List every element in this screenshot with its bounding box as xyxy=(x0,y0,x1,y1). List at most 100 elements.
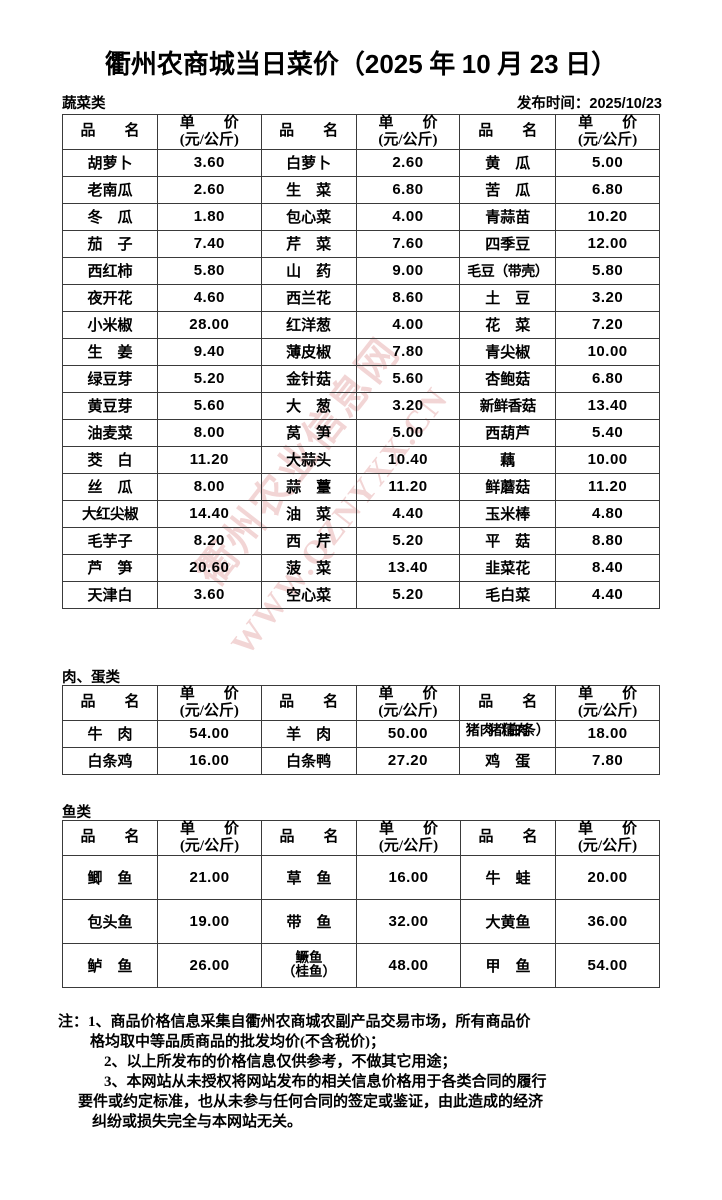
col-header-name-1: 品 名 xyxy=(62,114,158,150)
cell-product-name: 鲫 鱼 xyxy=(61,854,159,900)
col-header-price-2: 单 价 (元/公斤) xyxy=(355,685,461,721)
cell-unit-price: 8.00 xyxy=(156,418,262,447)
cell-product-name: 新鲜香菇 xyxy=(459,391,557,420)
cell-unit-price: 9.00 xyxy=(355,256,461,285)
cell-product-name: 牛 肉 xyxy=(62,719,158,748)
cell-unit-price: 8.60 xyxy=(355,283,461,312)
cell-unit-price: 36.00 xyxy=(555,898,660,944)
cell-unit-price: 28.00 xyxy=(156,310,262,339)
title-month-unit: 月 xyxy=(490,50,530,79)
col-header-price-1: 单 价 (元/公斤) xyxy=(157,820,262,856)
cell-unit-price: 9.40 xyxy=(156,337,262,366)
col-header-name-1: 品 名 xyxy=(61,820,159,856)
col-header-name-1: 品 名 xyxy=(62,685,158,721)
cell-unit-price: 5.20 xyxy=(355,580,461,609)
table-row: 大红尖椒 14.40 油 菜 4.40 玉米棒 4.80 xyxy=(62,499,660,528)
cell-product-name: 大 葱 xyxy=(260,391,357,420)
cell-product-name: 毛白菜 xyxy=(459,580,557,609)
cell-product-name: 油 菜 xyxy=(260,499,357,528)
table-row: 西红柿 5.80 山 药 9.00 毛豆（带壳） 5.80 xyxy=(62,256,660,285)
cell-product-name: 土 豆 xyxy=(459,283,557,312)
cell-product-name: 带 鱼 xyxy=(260,898,358,944)
cell-unit-price: 4.00 xyxy=(355,202,461,231)
cell-product-name: 菠 菜 xyxy=(260,553,357,582)
table-row: 夜开花 4.60 西兰花 8.60 土 豆 3.20 xyxy=(62,283,660,312)
cell-unit-price: 54.00 xyxy=(555,942,660,988)
table-row: 毛芋子 8.20 西 芹 5.20 平 菇 8.80 xyxy=(62,526,660,555)
cell-product-name: 生 菜 xyxy=(260,175,357,204)
table-meat-eggs: 品 名 单 价 (元/公斤) 品 名 单 价 (元/公斤) 品 名 单 价 (元/公斤… xyxy=(62,685,660,775)
cell-product-name: 胡萝卜 xyxy=(62,148,158,177)
table-fish: 品 名 单 价 (元/公斤) 品 名 单 价 (元/公斤) 品 名 单 价 (元/公斤… xyxy=(61,820,660,988)
title-year-unit: 年 xyxy=(422,50,462,79)
cell-product-name: 西 芹 xyxy=(260,526,357,555)
cell-unit-price: 7.20 xyxy=(555,310,660,339)
cell-product-name: 羊 肉 xyxy=(260,719,357,748)
table-vegetables: 品 名 单 价 (元/公斤) 品 名 单 价 (元/公斤) 品 名 单 价 (元/公斤… xyxy=(62,114,660,609)
col-header-price-2: 单 价 (元/公斤) xyxy=(356,820,461,856)
cell-unit-price: 7.80 xyxy=(555,746,660,775)
cell-unit-price: 3.20 xyxy=(555,283,660,312)
table-row: 胡萝卜 3.60 白萝卜 2.60 黄 瓜 5.00 xyxy=(62,148,660,177)
title-prefix: 衢州农商城当日菜价（ xyxy=(104,50,365,79)
cell-unit-price: 5.20 xyxy=(355,526,461,555)
note-1-text-a: 1、商品价格信息采集自衢州农商城农副产品交易市场，所有商品价 xyxy=(88,1014,531,1030)
cell-unit-price: 10.00 xyxy=(555,445,660,474)
table-header-row: 品 名 单 价 (元/公斤) 品 名 单 价 (元/公斤) 品 名 单 价 (元/公斤… xyxy=(62,114,660,150)
cell-product-name: 山 药 xyxy=(260,256,357,285)
cell-unit-price: 11.20 xyxy=(555,472,660,501)
cell-product-name: 包心菜 xyxy=(260,202,357,231)
col-header-name-2: 品 名 xyxy=(260,820,358,856)
cell-unit-price: 8.80 xyxy=(555,526,660,555)
cell-unit-price: 8.40 xyxy=(555,553,660,582)
cell-product-name: 西红柿 xyxy=(62,256,158,285)
publish-label: 发布时间： xyxy=(516,96,590,112)
cell-product-name: 大黄鱼 xyxy=(459,898,557,944)
table-row: 茭 白 11.20 大蒜头 10.40 藕 10.00 xyxy=(62,445,660,474)
cell-unit-price: 14.40 xyxy=(156,499,262,528)
publish-date: 2025/10/23 xyxy=(589,96,662,112)
cell-product-name: 牛 蛙 xyxy=(459,854,557,900)
cell-unit-price: 4.60 xyxy=(156,283,262,312)
notes-prefix: 注： xyxy=(58,1014,89,1030)
cell-product-name: 绿豆芽 xyxy=(62,364,158,393)
cell-unit-price: 7.60 xyxy=(355,229,461,258)
cell-product-name: 芦 笋 xyxy=(62,553,158,582)
cell-product-name: 大蒜头 xyxy=(260,445,357,474)
cell-product-name: 大红尖椒 xyxy=(62,499,158,528)
cell-unit-price: 5.00 xyxy=(555,148,660,177)
section-label-vegetables: 蔬菜类 xyxy=(62,96,106,112)
cell-product-name: 杏鲍菇 xyxy=(459,364,557,393)
cell-product-name: 西兰花 xyxy=(260,283,357,312)
cell-product-name: 蒜 薹 xyxy=(260,472,357,501)
table-row: 白条鸡 16.00 白条鸭 27.20 鸡 蛋 7.80 xyxy=(62,746,660,775)
table-body-vegetables: 胡萝卜 3.60 白萝卜 2.60 黄 瓜 5.00 老南瓜 2.60 生 菜 6.80 苦 瓜 6.… xyxy=(62,148,660,609)
table-row: 油麦菜 8.00 莴 笋 5.00 西葫芦 5.40 xyxy=(62,418,660,447)
title-month: 10 xyxy=(461,49,491,79)
table-row: 冬 瓜 1.80 包心菜 4.00 青蒜苗 10.20 xyxy=(62,202,660,231)
table-header-row: 品 名 单 价 (元/公斤) 品 名 单 价 (元/公斤) 品 名 单 价 (元/公斤… xyxy=(61,820,660,856)
cell-product-name: 花 菜 xyxy=(459,310,557,339)
cell-unit-price: 12.00 xyxy=(555,229,660,258)
cell-product-name: 黄 瓜 xyxy=(459,148,557,177)
cell-unit-price: 4.00 xyxy=(355,310,461,339)
cell-unit-price: 5.00 xyxy=(355,418,461,447)
cell-product-name: 莴 笋 xyxy=(260,418,357,447)
section-label-fish: 鱼类 xyxy=(62,805,91,821)
page-title: 衢州农商城当日菜价（2025 年 10 月 23 日） xyxy=(0,44,722,81)
cell-unit-price: 11.20 xyxy=(156,445,262,474)
cell-product-name: 生 姜 xyxy=(62,337,158,366)
col-header-price-3: 单 价 (元/公斤) xyxy=(555,114,660,150)
col-header-price-3: 单 价 (元/公斤) xyxy=(555,685,660,721)
section-header-fish: 鱼类 xyxy=(62,801,662,822)
cell-unit-price: 6.80 xyxy=(555,175,660,204)
cell-product-name: 甲 鱼 xyxy=(459,942,557,988)
cell-product-name: 韭菜花 xyxy=(459,553,557,582)
cell-product-name: 草 鱼 xyxy=(260,854,358,900)
publish-time: 发布时间：2025/10/23 xyxy=(517,92,662,113)
cell-unit-price: 54.00 xyxy=(156,719,262,748)
cell-product-name: 西葫芦 xyxy=(459,418,557,447)
cell-product-name: 猪肉（白条） 猪精肉 xyxy=(459,719,557,748)
cell-product-name: 茭 白 xyxy=(62,445,158,474)
cell-product-name: 毛豆（带壳） xyxy=(459,256,557,285)
